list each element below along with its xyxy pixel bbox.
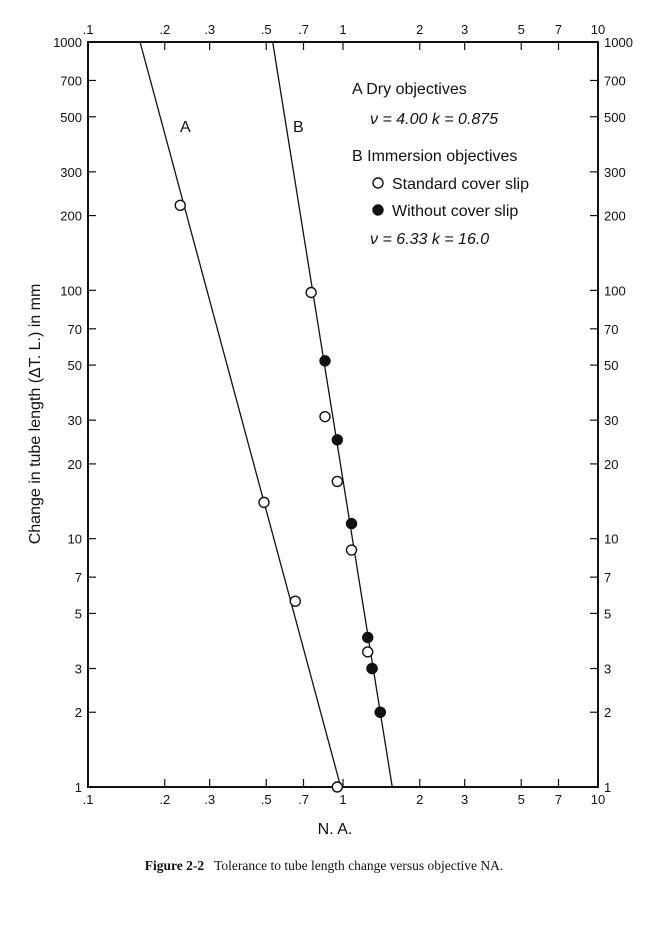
- y-tick-label-right: 500: [604, 110, 626, 125]
- y-tick-label-left: 20: [68, 457, 82, 472]
- curve-label-a: A: [180, 119, 191, 136]
- x-tick-label-bottom: 2: [416, 792, 423, 807]
- y-tick-label-right: 1000: [604, 35, 633, 50]
- x-tick-label-bottom: .1: [83, 792, 94, 807]
- y-tick-label-left: 50: [68, 358, 82, 373]
- data-points: [174, 199, 386, 793]
- y-axis-title: Change in tube length (ΔT. L.) in mm: [27, 284, 44, 545]
- data-point-open: [174, 199, 186, 211]
- x-tick-label-top: .7: [298, 22, 309, 37]
- x-tick-label-bottom: 5: [518, 792, 525, 807]
- y-tick-label-left: 700: [60, 73, 82, 88]
- x-tick-label-top: 5: [518, 22, 525, 37]
- x-tick-label-bottom: 7: [555, 792, 562, 807]
- data-point-open: [258, 496, 270, 509]
- y-tick-label-right: 10: [604, 532, 618, 547]
- x-tick-label-top: .3: [204, 22, 215, 37]
- data-point-open: [331, 475, 344, 488]
- x-axis-title: N. A.: [318, 821, 353, 838]
- data-point-open: [319, 410, 331, 423]
- y-tick-label-left: 70: [68, 322, 82, 337]
- y-tick-label-left: 2: [75, 705, 82, 720]
- x-tick-label-top: 10: [591, 22, 605, 37]
- x-tick-label-bottom: 1: [339, 792, 346, 807]
- figure-label: Figure 2-2: [144, 858, 205, 873]
- x-tick-label-bottom: .2: [159, 792, 170, 807]
- x-tick-label-bottom: .7: [298, 792, 309, 807]
- x-tick-label-top: 3: [461, 22, 468, 37]
- data-point-open: [345, 544, 358, 556]
- legend-b-title: B Immersion objectives: [352, 148, 517, 165]
- y-tick-label-left: 30: [68, 413, 82, 428]
- y-tick-label-right: 200: [604, 209, 626, 224]
- x-tick-label-top: .1: [83, 22, 94, 37]
- y-tick-label-left: 300: [60, 165, 82, 180]
- y-tick-label-right: 1: [604, 780, 611, 795]
- data-point-filled: [374, 706, 386, 718]
- y-tick-label-left: 1000: [53, 35, 82, 50]
- y-tick-label-left: 100: [60, 283, 82, 298]
- legend: A Dry objectives ν = 4.00 k = 0.875 B Im…: [352, 81, 529, 248]
- legend-b-open: Standard cover slip: [392, 176, 529, 193]
- data-point-filled: [319, 355, 331, 367]
- data-point-filled: [366, 662, 378, 675]
- y-tick-label-left: 500: [60, 110, 82, 125]
- y-tick-label-left: 200: [60, 209, 82, 224]
- legend-b-filled: Without cover slip: [392, 203, 518, 220]
- data-point-open: [331, 781, 344, 793]
- legend-filled-marker: [372, 204, 384, 216]
- legend-a-params: ν = 4.00 k = 0.875: [370, 111, 498, 128]
- y-tick-label-right: 100: [604, 283, 626, 298]
- y-tick-label-right: 7: [604, 570, 611, 585]
- plot-frame: [87, 41, 599, 788]
- x-tick-label-top: 2: [416, 22, 423, 37]
- y-tick-label-right: 3: [604, 662, 611, 677]
- y-tick-label-left: 5: [75, 606, 82, 621]
- y-tick-label-right: 70: [604, 322, 618, 337]
- data-point-filled: [331, 434, 344, 446]
- x-tick-label-bottom: .3: [204, 792, 215, 807]
- legend-b-params: ν = 6.33 k = 16.0: [370, 231, 489, 248]
- data-point-open: [289, 595, 301, 607]
- y-tick-label-left: 1: [75, 780, 82, 795]
- y-tick-label-left: 7: [75, 570, 82, 585]
- data-point-filled: [362, 631, 374, 644]
- y-tick-label-right: 50: [604, 358, 618, 373]
- y-tick-label-right: 700: [604, 73, 626, 88]
- y-tick-label-right: 30: [604, 413, 618, 428]
- figure-caption: Figure 2-2 Tolerance to tube length chang…: [0, 858, 648, 874]
- x-tick-label-bottom: 3: [461, 792, 468, 807]
- data-point-filled: [345, 517, 358, 530]
- x-tick-label-top: 7: [555, 22, 562, 37]
- y-tick-label-right: 20: [604, 457, 618, 472]
- y-tick-label-right: 2: [604, 705, 611, 720]
- y-tick-label-left: 10: [68, 532, 82, 547]
- data-point-open: [362, 646, 374, 658]
- figure-caption-text: Tolerance to tube length change versus o…: [214, 858, 504, 873]
- y-tick-label-left: 3: [75, 662, 82, 677]
- x-tick-label-top: .5: [261, 22, 272, 37]
- data-point-open: [305, 286, 317, 299]
- fit-line-a: [139, 41, 342, 788]
- legend-a-title: A Dry objectives: [352, 81, 467, 98]
- x-tick-label-bottom: .5: [261, 792, 272, 807]
- curve-label-b: B: [293, 119, 304, 136]
- x-tick-label-top: .2: [159, 22, 170, 37]
- legend-open-marker: [372, 177, 384, 189]
- x-tick-label-bottom: 10: [591, 792, 605, 807]
- x-tick-label-top: 1: [339, 22, 346, 37]
- y-tick-label-right: 300: [604, 165, 626, 180]
- y-tick-label-right: 5: [604, 606, 611, 621]
